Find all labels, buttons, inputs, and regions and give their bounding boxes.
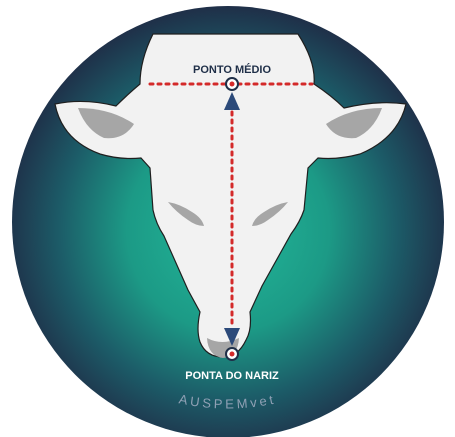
inner-ear-right xyxy=(326,108,382,139)
arrow-up-icon xyxy=(224,92,240,110)
top-point-dot xyxy=(229,81,235,87)
bottom-point-label: PONTA DO NARIZ xyxy=(185,370,279,382)
eye-right xyxy=(252,202,288,226)
brand-watermark-text: AUSPEMvet xyxy=(178,391,275,411)
eye-left xyxy=(168,202,204,226)
arrow-down-icon xyxy=(224,328,240,346)
bottom-point-dot xyxy=(229,351,235,357)
brand-watermark: AUSPEMvet xyxy=(178,391,278,411)
top-point-label: PONTO MÉDIO xyxy=(193,63,271,76)
inner-ear-left xyxy=(78,108,134,139)
